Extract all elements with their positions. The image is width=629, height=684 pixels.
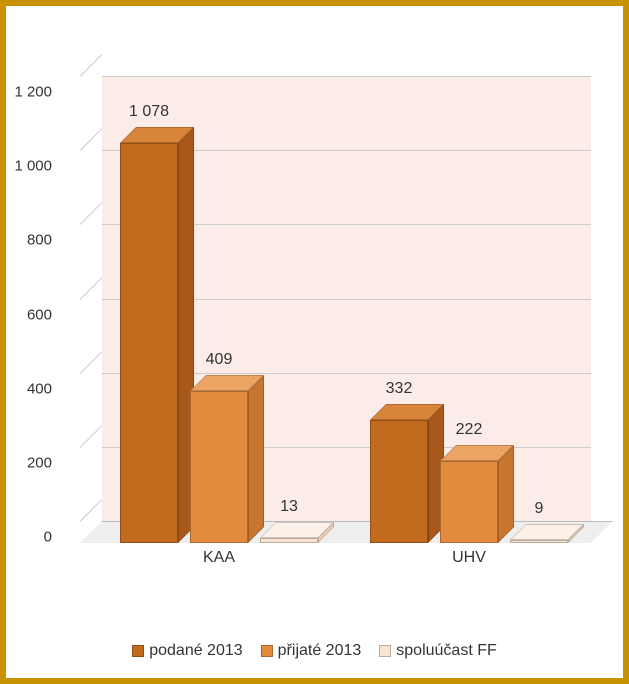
bar-value-label: 222	[440, 421, 498, 439]
y-axis-tick-label: 200	[27, 454, 52, 471]
bar-value-label: 9	[510, 500, 568, 518]
legend-swatch	[379, 645, 391, 657]
plot-region: 02004006008001 0001 2001 07840913KAA3322…	[80, 76, 591, 543]
x-axis-category-label: KAA	[203, 549, 235, 567]
bar-value-label: 409	[190, 351, 248, 369]
legend-label: spoluúčast FF	[396, 642, 496, 660]
legend-item: podané 2013	[132, 642, 242, 660]
gridline-depth	[80, 128, 103, 151]
legend-swatch	[261, 645, 273, 657]
bar: 9	[510, 540, 568, 543]
bar: 409	[190, 391, 248, 543]
y-axis-tick-label: 400	[27, 380, 52, 397]
gridline-depth	[80, 203, 103, 226]
y-axis-tick-label: 0	[44, 529, 52, 546]
x-axis-category-label: UHV	[452, 549, 486, 567]
bar: 222	[440, 461, 498, 543]
legend-item: spoluúčast FF	[379, 642, 496, 660]
legend-label: přijaté 2013	[278, 642, 362, 660]
legend-item: přijaté 2013	[261, 642, 362, 660]
y-axis-tick-label: 800	[27, 232, 52, 249]
y-axis-tick-label: 1 200	[14, 84, 52, 101]
gridline-depth	[80, 499, 103, 522]
bar: 13	[260, 538, 318, 543]
y-axis-tick-label: 1 000	[14, 158, 52, 175]
bar-value-label: 13	[260, 498, 318, 516]
legend-swatch	[132, 645, 144, 657]
bar-value-label: 332	[370, 380, 428, 398]
gridline-depth	[80, 277, 103, 300]
gridline-depth	[80, 54, 103, 77]
chart-legend: podané 2013 přijaté 2013 spoluúčast FF	[6, 642, 623, 660]
gridline-depth	[80, 425, 103, 448]
legend-label: podané 2013	[149, 642, 242, 660]
bar: 332	[370, 420, 428, 543]
y-axis-tick-label: 600	[27, 306, 52, 323]
bar-value-label: 1 078	[120, 103, 178, 121]
gridline	[102, 76, 591, 77]
chart-area: 02004006008001 0001 2001 07840913KAA3322…	[28, 36, 601, 598]
chart-frame: 02004006008001 0001 2001 07840913KAA3322…	[0, 0, 629, 684]
bar: 1 078	[120, 143, 178, 543]
gridline-depth	[80, 351, 103, 374]
